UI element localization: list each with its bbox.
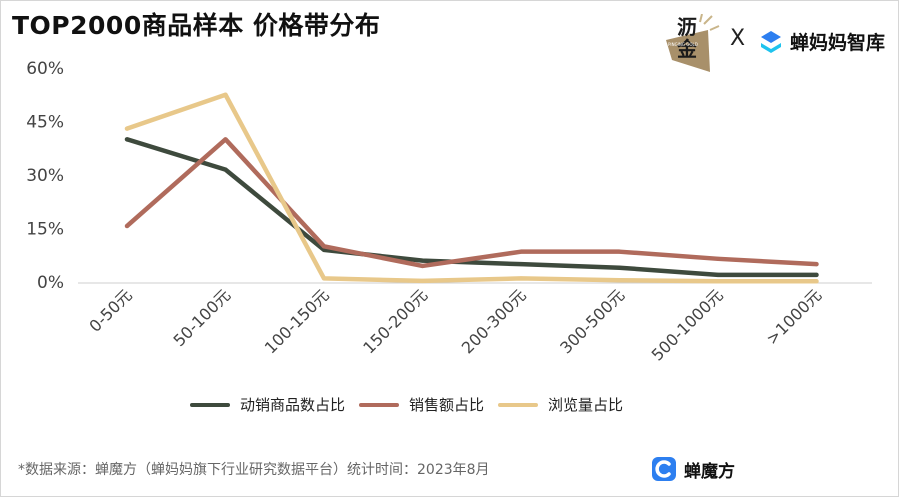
- chanmofang-logo: 蝉魔方: [650, 455, 735, 483]
- series-1-point: [617, 265, 622, 270]
- series-2-point: [125, 224, 129, 229]
- line-chart: 60% 45% 30% 15% 0% 0-50元 50-100元 100-150元 150-2…: [26, 59, 872, 365]
- series-3-point: [716, 279, 720, 284]
- series-3-point: [519, 276, 523, 281]
- partner-logo-icon: [666, 13, 720, 72]
- legend-label-series-1: 动销商品数占比: [240, 396, 346, 414]
- x-tick-label: 200-300元: [458, 285, 530, 357]
- partner-logo: 沥 金 PINGING GOLD: [664, 13, 720, 72]
- series-line-1: [124, 137, 819, 278]
- brand-header: 沥 金 PINGING GOLD X 蝉妈妈智库: [664, 13, 894, 74]
- series-2-point: [420, 263, 425, 268]
- partner-char-top: 沥: [677, 15, 697, 39]
- series-3-point: [420, 278, 425, 283]
- series-1-point: [420, 258, 425, 263]
- series-2-point: [223, 137, 228, 142]
- series-3-point: [814, 279, 819, 284]
- series-3-point: [223, 92, 228, 97]
- series-2-point: [617, 249, 622, 254]
- chanmofang-brand-name: 蝉魔方: [684, 461, 735, 482]
- data-source-note: *数据来源：蝉魔方（蝉妈妈旗下行业研究数据平台）统计时间：2023年8月: [18, 462, 490, 478]
- series-2-point: [519, 249, 523, 254]
- x-tick-label: 0-50元: [85, 285, 135, 335]
- x-tick-label: 50-100元: [169, 285, 234, 350]
- y-tick-label: 0%: [37, 273, 64, 293]
- legend-item-series-1: 动销商品数占比: [190, 394, 345, 415]
- y-tick-label: 60%: [26, 59, 64, 79]
- brand-separator: X: [730, 26, 746, 51]
- series-1-point: [125, 137, 129, 142]
- x-tick-label: 150-200元: [359, 285, 431, 357]
- series-line-3: [124, 92, 819, 284]
- x-tick-label: 300-500元: [556, 285, 628, 357]
- partner-small-text: PINGING GOLD: [668, 42, 698, 47]
- series-line-2: [124, 137, 819, 269]
- legend-item-series-2: 销售额占比: [359, 394, 484, 415]
- series-1-point: [519, 262, 523, 267]
- chanmama-brand-name: 蝉妈妈智库: [790, 31, 886, 54]
- x-tick-label: 100-150元: [261, 285, 333, 357]
- series-3-point: [617, 278, 622, 283]
- chanmofang-logo-icon: [652, 457, 676, 481]
- series-1-point: [814, 272, 819, 277]
- series-3-point: [322, 276, 326, 281]
- series-1-point: [716, 272, 720, 277]
- series-1-point: [223, 167, 228, 172]
- chart-legend: 动销商品数占比 销售额占比 浏览量占比: [190, 394, 637, 415]
- legend-swatch-series-1: [190, 402, 230, 407]
- series-2-point: [814, 262, 819, 267]
- legend-item-series-3: 浏览量占比: [498, 394, 623, 415]
- chanmama-logo-icon: [761, 31, 781, 53]
- y-tick-label: 30%: [26, 166, 64, 186]
- legend-label-series-3: 浏览量占比: [548, 396, 624, 414]
- series-2-point: [322, 244, 326, 249]
- x-tick-label: 500-1000元: [648, 285, 727, 364]
- legend-swatch-series-3: [498, 402, 539, 407]
- x-tick-label: >1000元: [762, 285, 825, 348]
- legend-label-series-2: 销售额占比: [409, 396, 485, 414]
- partner-logo-text: 沥 金: [674, 16, 700, 60]
- series-2-point: [716, 256, 720, 261]
- y-tick-label: 15%: [26, 220, 64, 240]
- partner-char-bottom: 金: [677, 37, 697, 61]
- chanmama-logo: 蝉妈妈智库: [758, 26, 885, 56]
- chart-title: TOP2000商品样本 价格带分布: [12, 11, 381, 40]
- legend-swatch-series-2: [359, 402, 400, 407]
- y-tick-label: 45%: [26, 113, 64, 133]
- series-3-point: [125, 126, 129, 131]
- series-1-point: [322, 247, 326, 252]
